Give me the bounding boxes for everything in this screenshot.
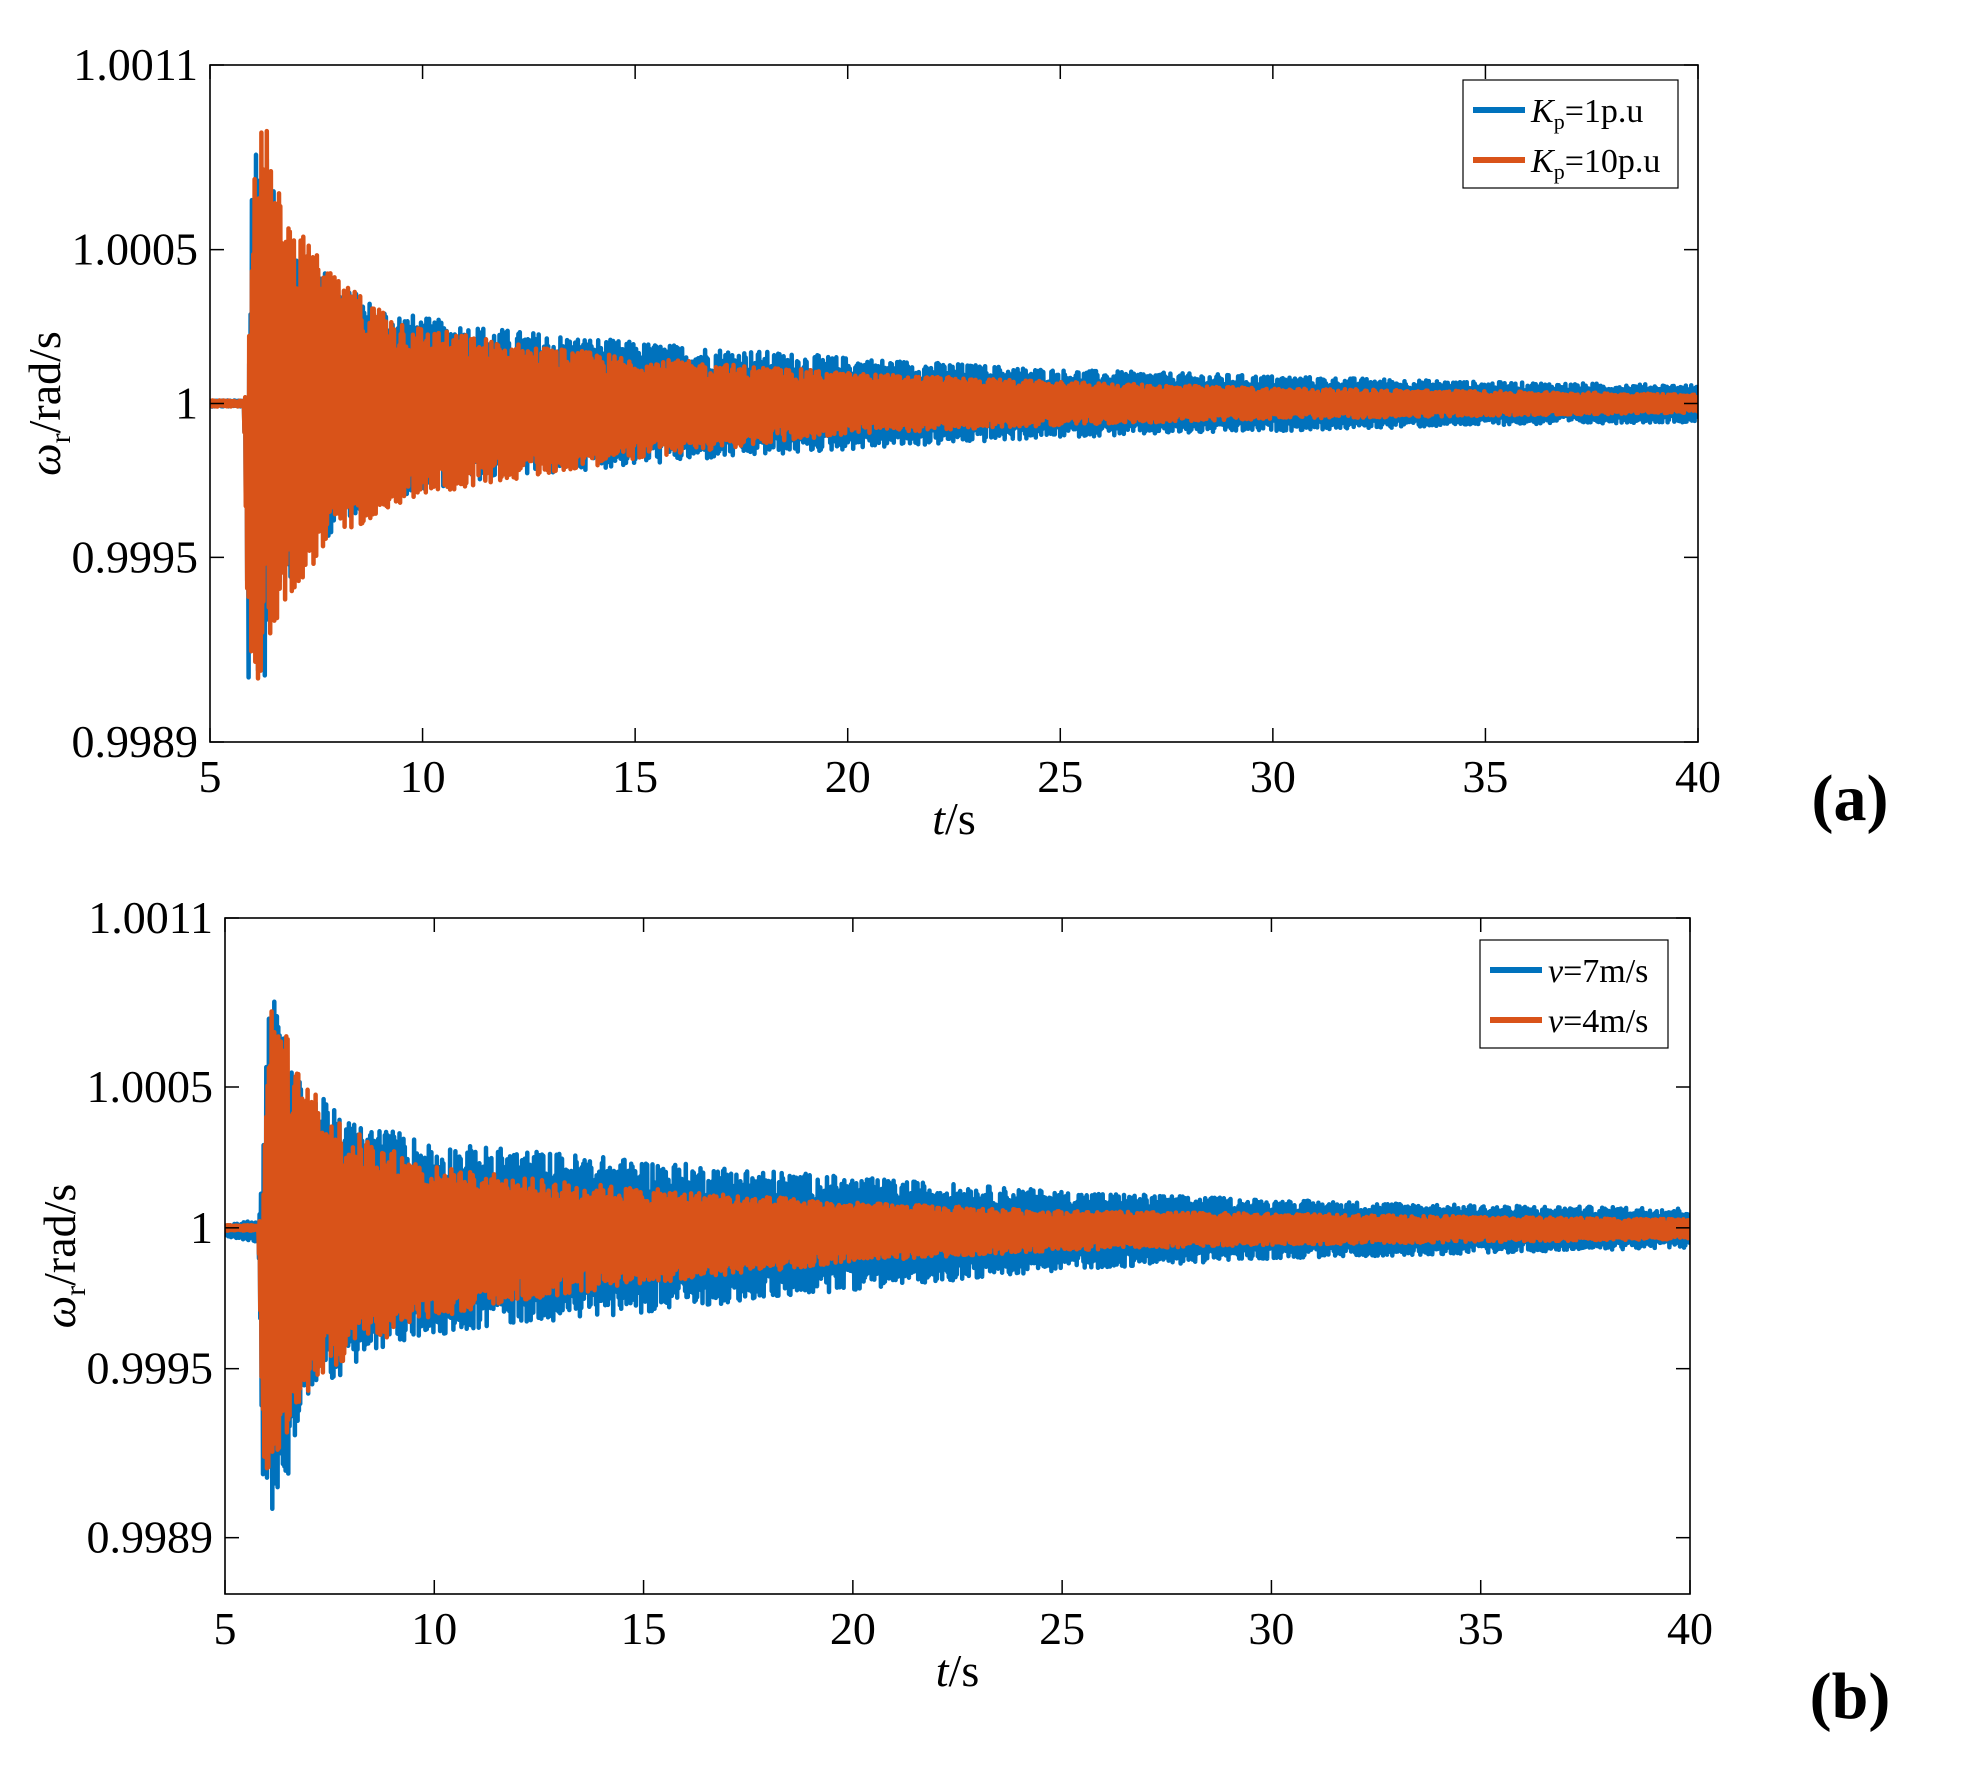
x-axis-title: t/s [932, 793, 975, 844]
y-tick-label: 1.0011 [88, 892, 213, 943]
y-tick-label: 0.9995 [72, 531, 199, 582]
y-tick-label: 1 [175, 378, 198, 429]
x-tick-label: 25 [1039, 1603, 1085, 1654]
x-tick-label: 40 [1675, 751, 1721, 802]
x-tick-label: 15 [621, 1603, 667, 1654]
y-axis-title: ωr/rad/s [34, 1184, 92, 1329]
x-tick-label: 20 [825, 751, 871, 802]
panel-a: 5 10 15 20 25 30 35 40 0.9989 0.9995 1 1.0005 1.0011… [19, 39, 1888, 844]
panel-label: (a) [1812, 762, 1889, 835]
x-tick-label: 5 [199, 751, 222, 802]
y-tick-label: 1.0005 [87, 1061, 214, 1112]
y-tick-label: 0.9995 [87, 1343, 214, 1394]
series-line-1 [225, 1009, 1690, 1471]
x-tick-label: 10 [411, 1603, 457, 1654]
y-axis-title: ωr/rad/s [19, 331, 77, 476]
x-tick-label: 35 [1462, 751, 1508, 802]
x-tick-label: 15 [612, 751, 658, 802]
legend-box [1479, 939, 1669, 1049]
axes-frame [224, 917, 1691, 1595]
legend-label: v=4m/s [1548, 1003, 1648, 1040]
x-tick-label: 30 [1248, 1603, 1294, 1654]
x-tick-label: 5 [214, 1603, 237, 1654]
y-tick-label: 1 [190, 1202, 213, 1253]
y-tick-label: 1.0011 [73, 39, 198, 90]
legend-label: v=7m/s [1548, 953, 1648, 990]
legend-label: Kp=1p.u [1530, 93, 1643, 134]
legend: Kp=1p.u Kp=10p.u [1462, 79, 1679, 189]
y-tick-label: 0.9989 [87, 1512, 214, 1563]
legend-label: Kp=10p.u [1530, 143, 1660, 184]
x-tick-label: 30 [1250, 751, 1296, 802]
y-tick-label: 0.9989 [72, 716, 199, 767]
x-tick-label: 10 [400, 751, 446, 802]
legend-box [1462, 79, 1679, 189]
x-tick-label: 25 [1037, 751, 1083, 802]
x-axis-title: t/s [936, 1645, 979, 1696]
panel-b: 5 10 15 20 25 30 35 40 0.9989 0.9995 1 1.0005 1.0011… [34, 892, 1890, 1733]
x-tick-label: 20 [830, 1603, 876, 1654]
panel-label: (b) [1810, 1660, 1891, 1733]
series-line-1 [210, 128, 1698, 681]
legend: v=7m/s v=4m/s [1479, 939, 1669, 1049]
x-tick-label: 40 [1667, 1603, 1713, 1654]
y-tick-label: 1.0005 [72, 224, 199, 275]
x-tick-label: 35 [1458, 1603, 1504, 1654]
